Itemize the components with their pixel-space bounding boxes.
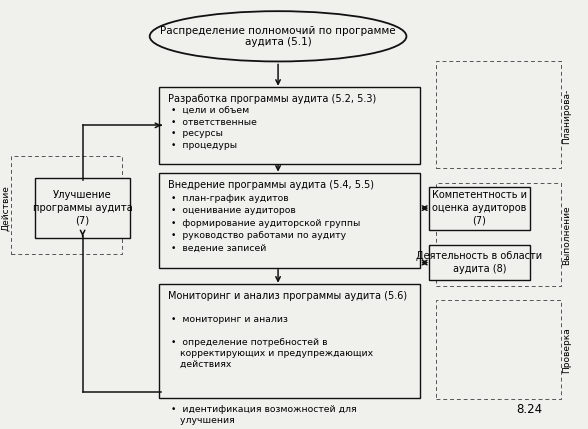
FancyBboxPatch shape [159,284,420,399]
Text: •  идентификация возможностей для
   улучшения: • идентификация возможностей для улучшен… [171,405,357,425]
Ellipse shape [150,11,406,61]
Text: •  ведение записей: • ведение записей [171,244,267,253]
Text: •  ресурсы: • ресурсы [171,130,223,139]
Text: Деятельность в области
аудита (8): Деятельность в области аудита (8) [416,251,542,274]
Bar [436,61,561,168]
Text: Внедрение программы аудита (5.4, 5.5): Внедрение программы аудита (5.4, 5.5) [168,180,375,190]
FancyBboxPatch shape [159,87,420,164]
Text: Проверка: Проверка [562,328,572,374]
Text: Распределение полномочий по программе
аудита (5.1): Распределение полномочий по программе ау… [161,25,396,47]
Bar [436,183,561,286]
FancyBboxPatch shape [429,245,530,280]
Text: •  руководство работами по аудиту: • руководство работами по аудиту [171,231,346,240]
Text: Компетентность и
оценка аудиторов
(7): Компетентность и оценка аудиторов (7) [432,190,527,226]
Text: •  ответственные: • ответственные [171,118,257,127]
Bar [436,300,561,399]
FancyBboxPatch shape [159,173,420,269]
Text: •  определение потребностей в
   корректирующих и предупреждающих
   действиях: • определение потребностей в корректирую… [171,338,373,369]
Text: •  процедуры: • процедуры [171,141,238,150]
Text: Мониторинг и анализ программы аудита (5.6): Мониторинг и анализ программы аудита (5.… [168,291,407,301]
Text: •  мониторинг и анализ: • мониторинг и анализ [171,315,288,324]
Text: •  цели и объем: • цели и объем [171,106,249,115]
Bar [11,156,122,254]
Text: •  план-график аудитов: • план-график аудитов [171,193,289,202]
Text: Планирова-: Планирова- [562,88,572,144]
Text: Действие: Действие [1,185,10,231]
Text: •  оценивание аудиторов: • оценивание аудиторов [171,206,296,215]
Text: Улучшение
программы аудита
(7): Улучшение программы аудита (7) [33,190,132,226]
FancyBboxPatch shape [429,187,530,230]
Text: Разработка программы аудита (5.2, 5.3): Разработка программы аудита (5.2, 5.3) [168,94,377,104]
Text: •  формирование аудиторской группы: • формирование аудиторской группы [171,219,360,228]
Text: 8.24: 8.24 [516,403,542,416]
FancyBboxPatch shape [35,178,130,238]
Text: Выполнение: Выполнение [562,205,572,265]
